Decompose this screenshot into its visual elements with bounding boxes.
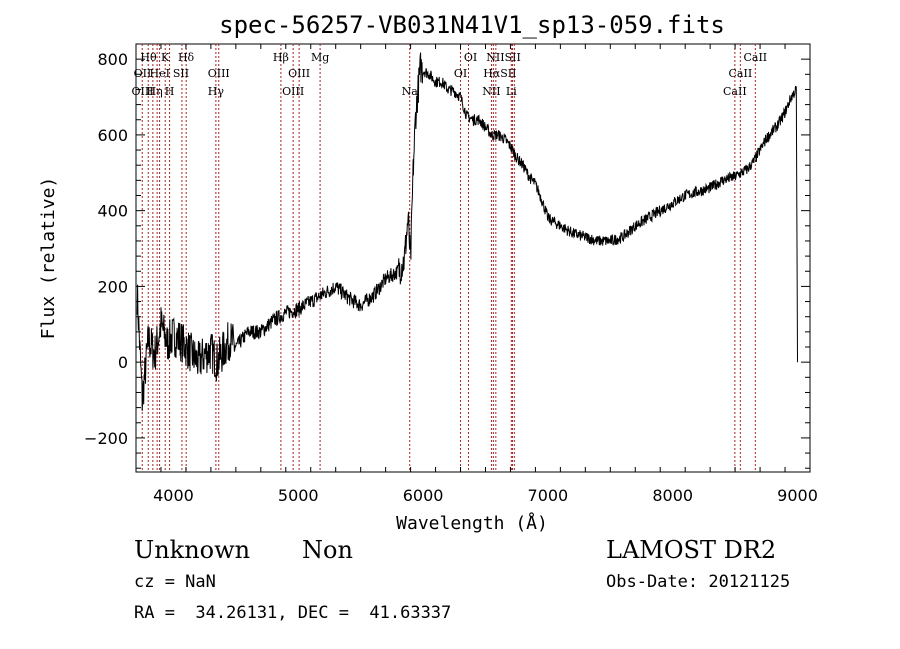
- line-label-12: OIII: [288, 67, 310, 80]
- line-label-1: K: [161, 51, 170, 64]
- line-label-18: H: [165, 85, 175, 98]
- line-label-9: HeI: [149, 67, 169, 80]
- y-tick-label: 400: [97, 202, 128, 221]
- line-markers: [141, 44, 756, 472]
- line-label-0: Hθ: [140, 51, 157, 64]
- x-tick-label: 7000: [528, 486, 569, 505]
- y-tick-label: 800: [97, 50, 128, 69]
- x-axis-label: Wavelength (Å): [396, 512, 548, 534]
- coordinates: RA = 34.26131, DEC = 41.63337: [134, 603, 452, 623]
- y-axis: −200 0 200 400 600 800: [84, 43, 810, 469]
- x-axis: 4000 5000 6000 7000 8000 9000: [135, 44, 818, 505]
- x-tick-label: 5000: [278, 486, 319, 505]
- y-axis-label: Flux (relative): [38, 177, 59, 340]
- line-label-19: Hγ: [208, 85, 225, 98]
- line-label-6: NIISII: [486, 51, 521, 64]
- line-label-20: OIII: [282, 85, 304, 98]
- line-label-3: Hβ: [273, 51, 289, 64]
- spectrum-series: [136, 52, 798, 411]
- observation-date: Obs-Date: 20121125: [606, 572, 791, 592]
- x-tick-label: 9000: [777, 486, 818, 505]
- survey-name: LAMOST DR2: [606, 536, 777, 564]
- line-label-5: OI: [464, 51, 477, 64]
- line-label-16: OIII: [131, 85, 153, 98]
- redshift-cz: cz = NaN: [134, 572, 216, 592]
- spectrum-line: [136, 52, 798, 411]
- y-tick-label: 600: [97, 126, 128, 145]
- line-label-22: NII: [482, 85, 500, 98]
- line-label-7: CaII: [743, 51, 767, 64]
- x-tick-label: 4000: [153, 486, 194, 505]
- line-label-24: CaII: [723, 85, 747, 98]
- chart-title: spec-56257-VB031N41V1_sp13-059.fits: [219, 11, 725, 39]
- line-label-23: Li: [506, 85, 517, 98]
- line-label-10: SII: [173, 67, 189, 80]
- y-tick-label: 0: [118, 353, 128, 372]
- object-class: Unknown: [134, 536, 251, 564]
- line-label-8: OII: [134, 67, 152, 80]
- line-label-2: Hδ: [178, 51, 195, 64]
- line-label-11: OIII: [208, 67, 230, 80]
- line-label-17: Hη: [147, 85, 163, 98]
- x-tick-label: 8000: [652, 486, 693, 505]
- line-label-13: OI: [454, 67, 467, 80]
- y-tick-label: 200: [97, 277, 128, 296]
- plot-frame: [135, 43, 811, 473]
- object-subclass: Non: [302, 536, 353, 564]
- line-label-21: Na: [402, 85, 419, 98]
- line-label-14: HαSII: [483, 67, 516, 80]
- line-label-15: CaII: [729, 67, 753, 80]
- x-tick-label: 6000: [403, 486, 444, 505]
- line-label-4: Mg: [311, 51, 329, 64]
- y-tick-label: −200: [84, 429, 128, 448]
